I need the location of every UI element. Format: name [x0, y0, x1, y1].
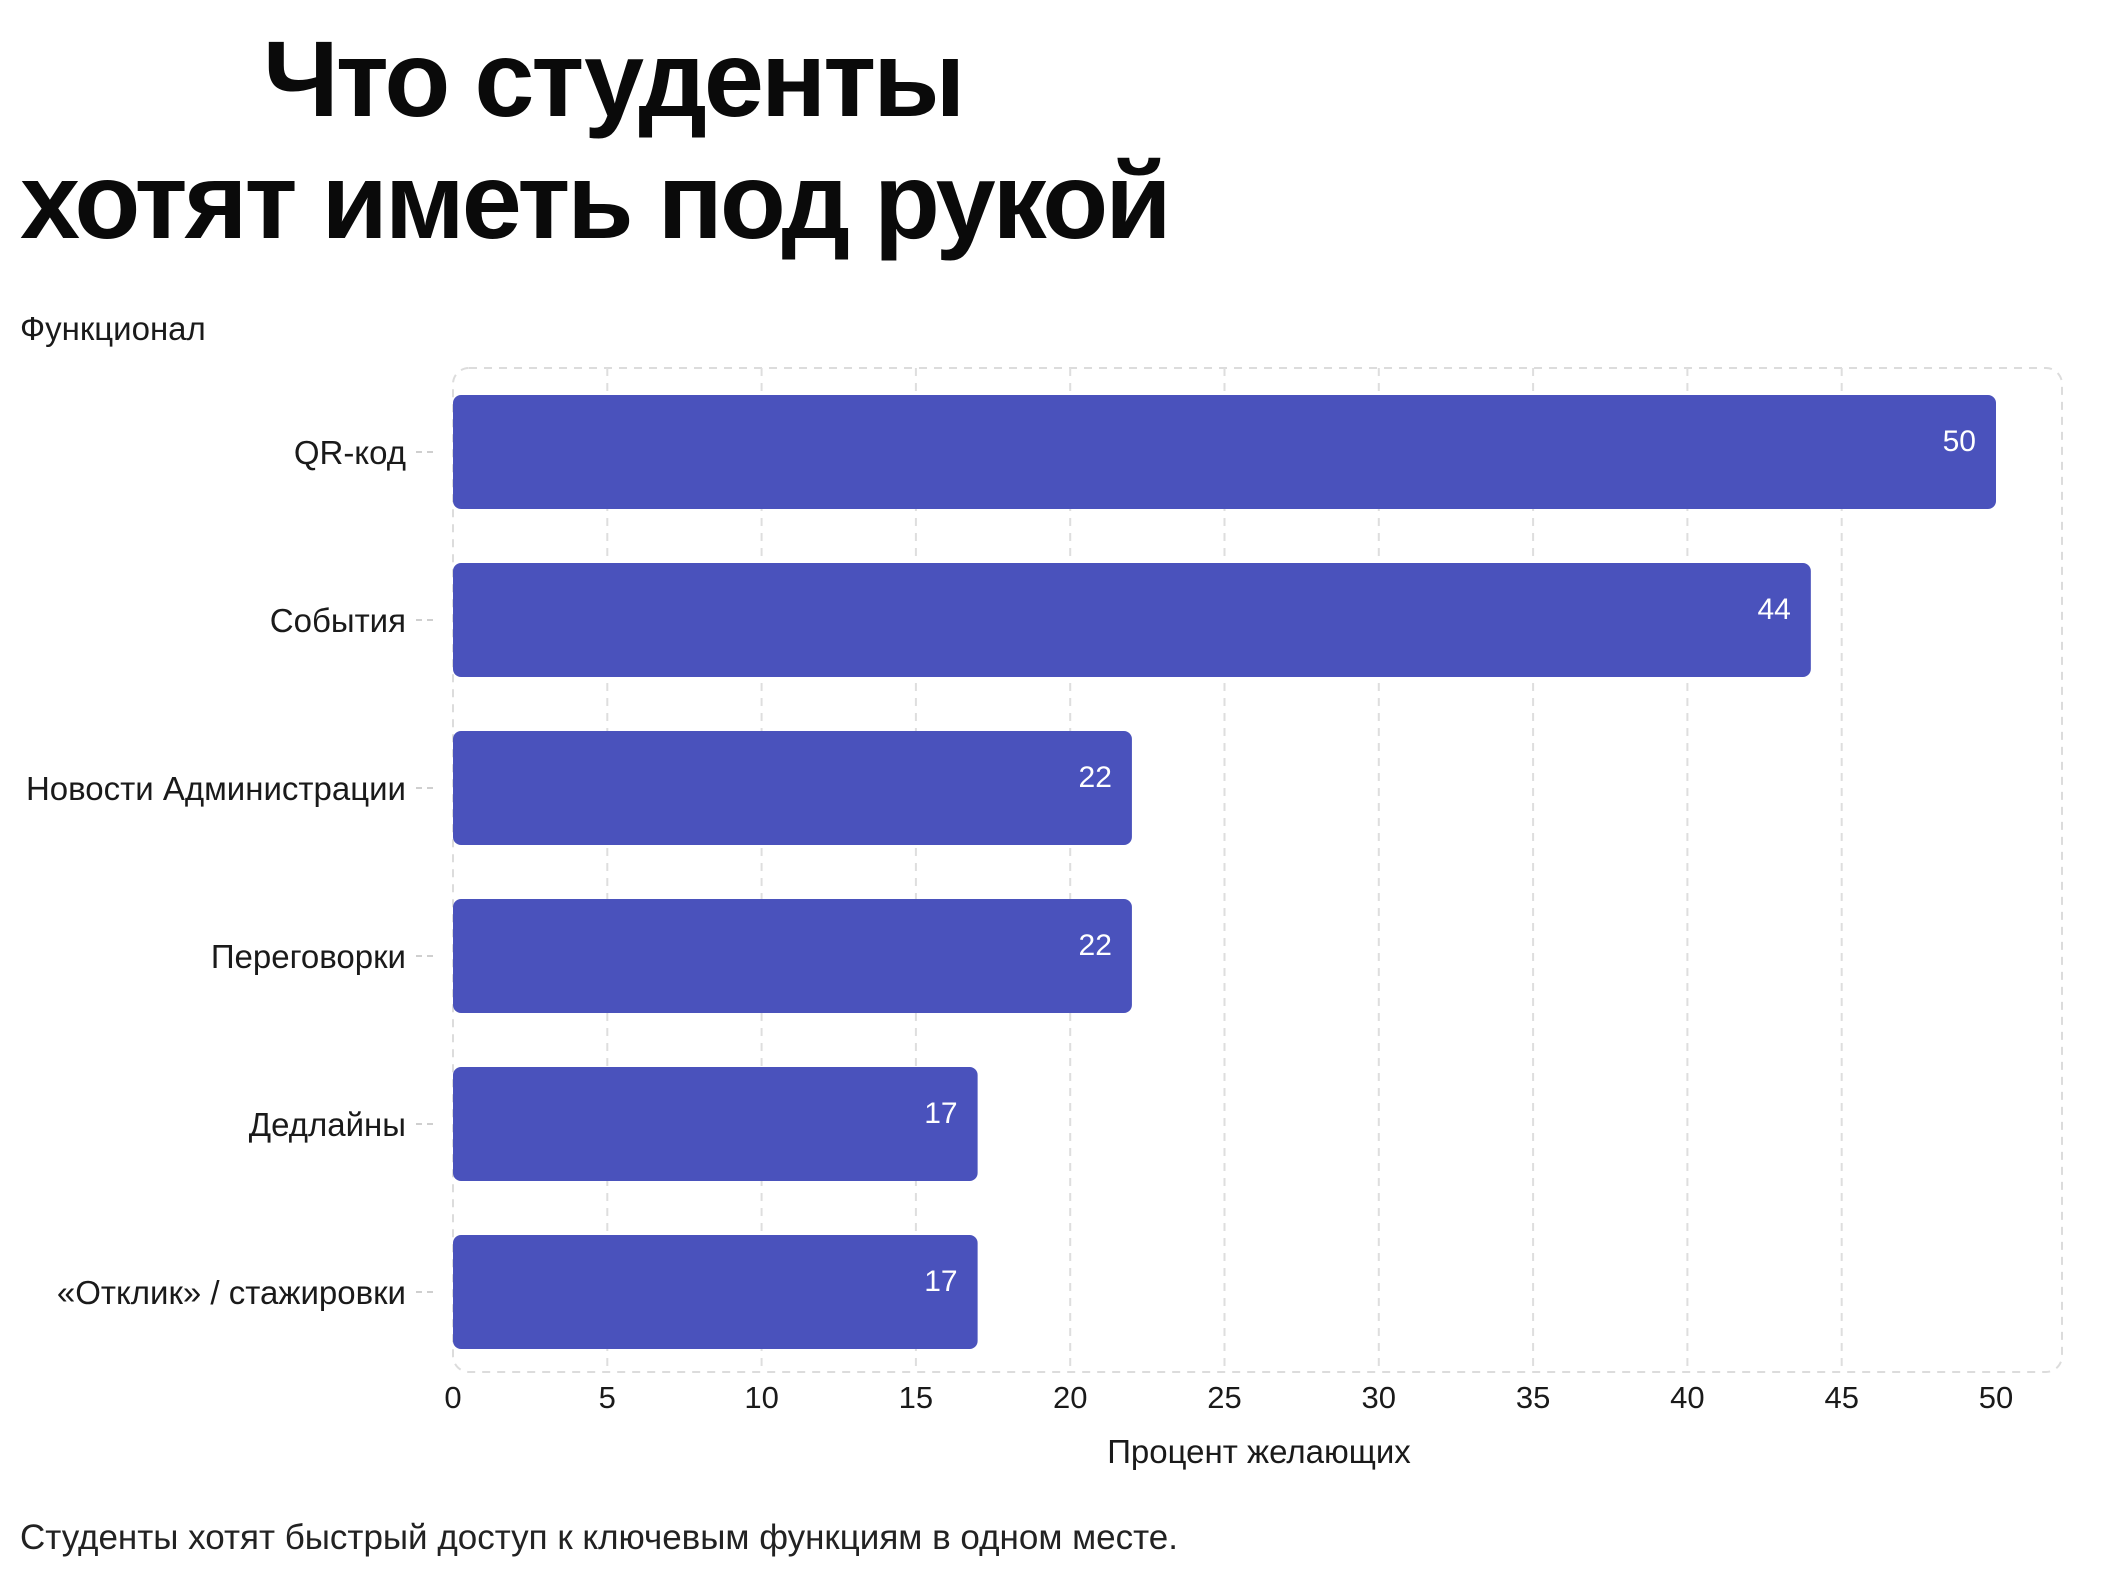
x-tick-label: 5 — [599, 1380, 616, 1415]
x-tick-label: 10 — [744, 1380, 778, 1415]
x-tick-label: 0 — [444, 1380, 461, 1415]
category-label: Дедлайны — [249, 1106, 406, 1143]
data-label: 17 — [924, 1097, 957, 1130]
caption: Студенты хотят быстрый доступ к ключевым… — [20, 1518, 1178, 1557]
bar — [453, 1235, 978, 1349]
x-axis-label: Процент желающих — [1107, 1433, 1411, 1470]
bar — [453, 563, 1811, 677]
data-label: 22 — [1079, 929, 1112, 962]
category-label: События — [270, 602, 406, 639]
data-label: 22 — [1079, 761, 1112, 794]
bar — [453, 395, 1996, 509]
x-tick-label: 30 — [1362, 1380, 1396, 1415]
x-tick-label: 20 — [1053, 1380, 1087, 1415]
x-tick-label: 35 — [1516, 1380, 1550, 1415]
category-label: «Отклик» / стажировки — [57, 1274, 406, 1311]
title-line-2: хотят иметь под рукой — [20, 140, 1172, 261]
chart-title: Что студенты хотят иметь под рукой — [0, 18, 1200, 262]
bar — [453, 1067, 978, 1181]
x-tick-label: 40 — [1670, 1380, 1704, 1415]
data-label: 44 — [1757, 593, 1790, 626]
x-tick-label: 25 — [1207, 1380, 1241, 1415]
title-line-1: Что студенты — [263, 18, 965, 139]
data-label: 50 — [1943, 425, 1976, 458]
category-label: Переговорки — [211, 938, 406, 975]
data-label: 17 — [924, 1265, 957, 1298]
x-tick-label: 45 — [1824, 1380, 1858, 1415]
bar — [453, 731, 1132, 845]
x-tick-label: 15 — [899, 1380, 933, 1415]
category-label: Новости Администрации — [26, 770, 406, 807]
plot-frame — [452, 367, 2063, 1373]
category-label: QR-код — [294, 434, 406, 471]
y-axis-label: Функционал — [20, 310, 206, 347]
bar — [453, 899, 1132, 1013]
x-tick-label: 50 — [1979, 1380, 2013, 1415]
